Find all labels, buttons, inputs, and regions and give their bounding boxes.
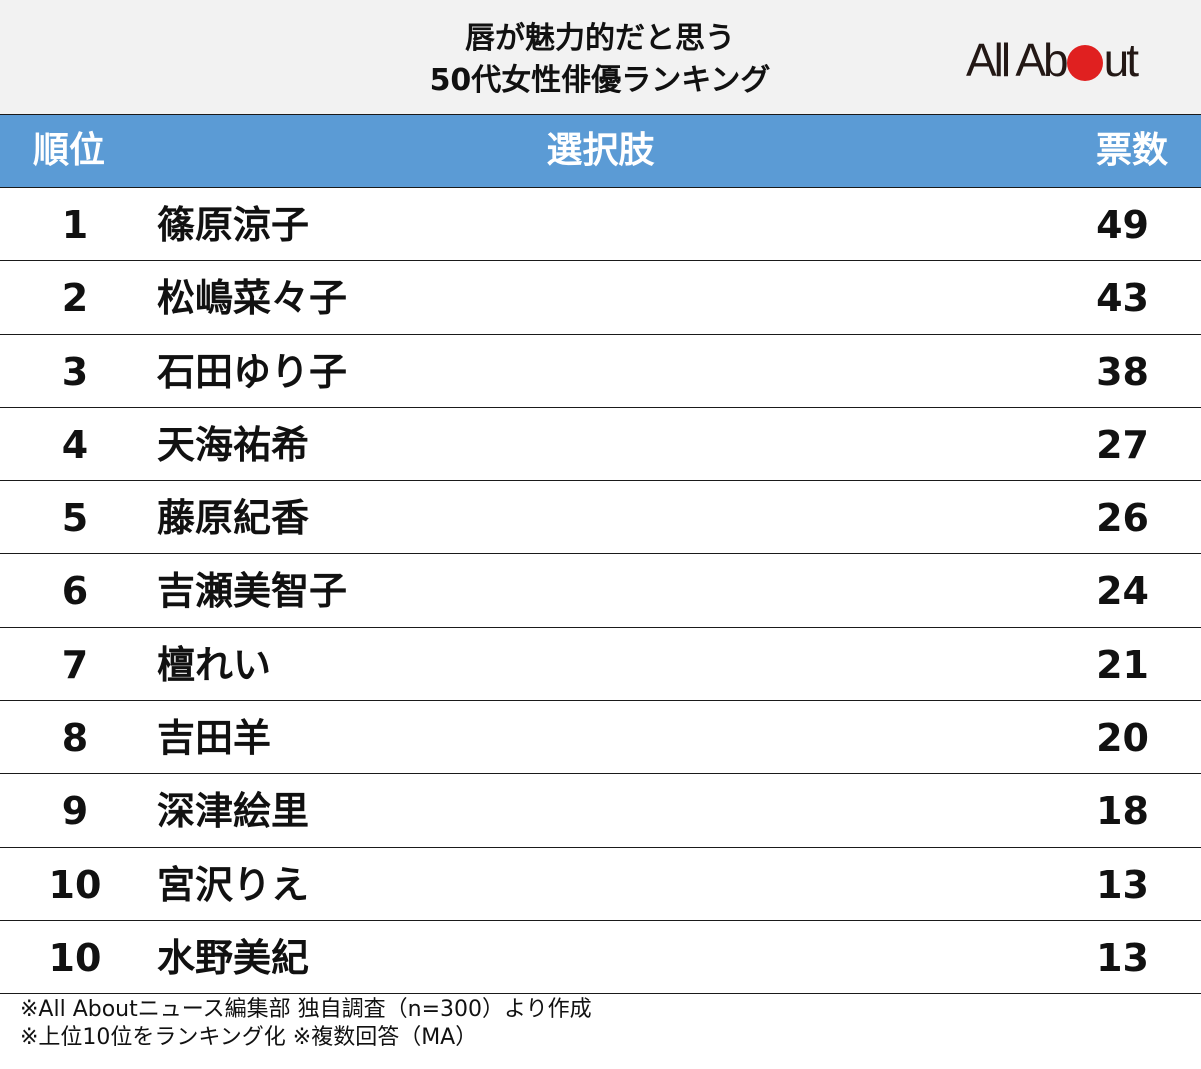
footnote-method: ※上位10位をランキング化 ※複数回答（MA） (20, 1025, 478, 1050)
votes-cell: 26 (1096, 496, 1149, 541)
column-header-choice: 選択肢 (546, 130, 655, 171)
table-row: 3 石田ゆり子 38 (0, 335, 1201, 408)
footnotes: ※All Aboutニュース編集部 独自調査（n=300）より作成 ※上位10位… (20, 996, 592, 1052)
rank-cell: 4 (61, 422, 89, 467)
name-cell: 藤原紀香 (157, 496, 310, 541)
rank-cell: 10 (48, 935, 102, 980)
name-cell: 吉田羊 (157, 716, 272, 761)
name-cell: 檀れい (157, 642, 272, 687)
table-row: 7 檀れい 21 (0, 628, 1201, 702)
name-cell: 水野美紀 (157, 935, 310, 980)
votes-cell: 21 (1096, 642, 1149, 687)
rank-cell: 8 (61, 716, 89, 761)
logo-text-start: All Ab (966, 34, 1069, 86)
votes-cell: 13 (1096, 862, 1149, 907)
votes-cell: 20 (1096, 716, 1149, 761)
table-row: 10 水野美紀 13 (0, 921, 1201, 995)
table-row: 2 松嶋菜々子 43 (0, 261, 1201, 335)
votes-cell: 13 (1096, 935, 1149, 980)
table-row: 4 天海祐希 27 (0, 408, 1201, 482)
logo-text-end: ut (1103, 34, 1139, 86)
column-header-rank: 順位 (33, 130, 106, 171)
name-cell: 吉瀬美智子 (157, 569, 348, 614)
title-band: 唇が魅力的だと思う 50代女性俳優ランキング All Ab ut (0, 0, 1201, 114)
rank-cell: 2 (61, 276, 89, 321)
column-header-votes: 票数 (1095, 130, 1168, 171)
title-line-1: 唇が魅力的だと思う (465, 21, 735, 56)
table-row: 8 吉田羊 20 (0, 701, 1201, 775)
votes-cell: 27 (1096, 422, 1149, 467)
all-about-logo: All Ab ut (966, 34, 1139, 86)
name-cell: 石田ゆり子 (157, 349, 348, 394)
name-cell: 篠原涼子 (157, 203, 310, 247)
votes-cell: 38 (1096, 349, 1149, 394)
votes-cell: 18 (1096, 789, 1149, 834)
table-row: 9 深津絵里 18 (0, 774, 1201, 848)
title-line-2: 50代女性俳優ランキング (429, 63, 771, 98)
rank-cell: 3 (61, 349, 89, 394)
name-cell: 宮沢りえ (157, 862, 310, 907)
table-row: 10 宮沢りえ 13 (0, 848, 1201, 921)
table-header: 選択肢 順位 票数 (0, 114, 1201, 188)
chart-title: 唇が魅力的だと思う 50代女性俳優ランキング (300, 18, 900, 102)
rank-cell: 7 (61, 642, 89, 687)
votes-cell: 24 (1096, 569, 1149, 614)
votes-cell: 43 (1096, 276, 1149, 321)
rank-cell: 1 (61, 203, 89, 247)
rank-cell: 10 (48, 862, 102, 907)
ranking-table-body: 1 篠原涼子 49 2 松嶋菜々子 43 3 石田ゆり子 38 4 天海祐希 27 5 藤原紀香 2… (0, 188, 1201, 995)
votes-cell: 49 (1096, 203, 1149, 247)
rank-cell: 5 (61, 496, 89, 541)
logo-red-dot-icon (1066, 45, 1103, 81)
table-row: 5 藤原紀香 26 (0, 481, 1201, 555)
table-row: 6 吉瀬美智子 24 (0, 554, 1201, 628)
rank-cell: 6 (61, 569, 89, 614)
table-row: 1 篠原涼子 49 (0, 188, 1201, 262)
footnote-source: ※All Aboutニュース編集部 独自調査（n=300）より作成 (20, 997, 592, 1022)
name-cell: 松嶋菜々子 (157, 276, 348, 321)
rank-cell: 9 (61, 789, 89, 834)
name-cell: 深津絵里 (157, 789, 310, 834)
name-cell: 天海祐希 (157, 422, 310, 467)
